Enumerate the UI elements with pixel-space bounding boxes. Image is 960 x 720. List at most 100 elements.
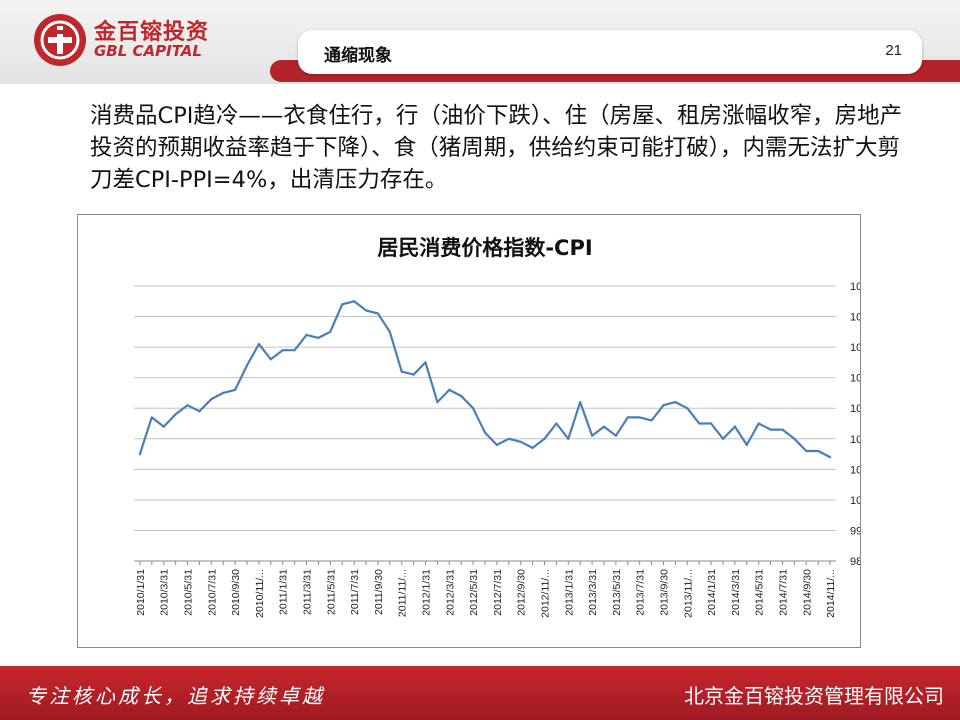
data-point — [400, 370, 403, 373]
x-tick-label: 2011/7/31 — [349, 569, 361, 615]
data-point — [329, 330, 332, 333]
title-pill: 通缩现象 21 — [298, 30, 922, 74]
x-tick-label: 2013/11/... — [682, 569, 694, 618]
data-point — [543, 437, 546, 440]
x-tick-label: 2013/5/31 — [611, 569, 623, 616]
data-point — [174, 413, 177, 416]
data-point — [638, 416, 641, 419]
body-paragraph: 消费品CPI趋冷——衣食住行，行（油价下跌）、住（房屋、租房涨幅收窄，房地产投资… — [90, 103, 903, 193]
data-point — [519, 440, 522, 443]
data-point — [507, 437, 510, 440]
x-tick-label: 2010/9/30 — [230, 569, 242, 616]
data-point — [245, 364, 249, 367]
x-tick-label: 2012/9/30 — [516, 569, 528, 616]
chart-title: 居民消费价格指数-CPI — [377, 236, 592, 260]
data-point — [793, 437, 796, 440]
data-point — [650, 419, 653, 422]
x-tick-label: 2014/7/31 — [777, 569, 789, 616]
data-point — [317, 336, 320, 339]
data-point — [293, 349, 296, 352]
y-tick-label: 98 — [850, 556, 860, 568]
data-point — [662, 404, 665, 407]
x-tick-label: 2010/7/31 — [206, 569, 218, 616]
data-point — [817, 449, 820, 453]
x-tick-label: 2013/3/31 — [587, 569, 599, 616]
data-point — [198, 410, 201, 413]
x-tick-label: 2010/3/31 — [159, 569, 171, 616]
data-point — [579, 401, 582, 404]
cpi-chart: 居民消费价格指数-CPI 98 99 100 101 102 103 104 105 106 107… — [77, 214, 868, 648]
x-tick-label: 2010/11/... — [254, 569, 266, 618]
logo-text-cn: 金百镕投资 — [94, 20, 210, 45]
data-point — [674, 401, 677, 404]
data-point — [829, 456, 832, 459]
data-point — [686, 407, 689, 410]
data-point — [757, 422, 760, 425]
x-tick-label: 2014/5/31 — [754, 569, 766, 616]
x-tick-label: 2014/9/30 — [801, 569, 813, 616]
x-tick-label: 2011/11/... — [397, 569, 409, 617]
y-tick-label: 102 — [850, 434, 860, 446]
y-tick-label: 101 — [850, 464, 860, 476]
data-point — [364, 309, 368, 312]
data-point — [698, 422, 701, 425]
data-point — [626, 416, 629, 419]
chart-svg: 居民消费价格指数-CPI 98 99 100 101 102 103 104 105 106 107… — [134, 236, 868, 618]
data-point — [150, 416, 153, 419]
data-point — [614, 434, 618, 437]
x-tick-label: 2011/3/31 — [302, 569, 314, 615]
data-point — [781, 428, 784, 431]
data-point — [388, 330, 391, 333]
data-point — [460, 394, 463, 398]
footer-slogan: 专注核心成长，追求持续卓越 — [26, 684, 325, 708]
y-tick-label: 107 — [850, 281, 860, 293]
data-point — [769, 428, 772, 431]
data-point — [210, 398, 213, 401]
data-point — [138, 453, 141, 456]
y-tick-label: 99 — [850, 525, 860, 537]
data-point — [222, 391, 225, 394]
data-point — [483, 431, 487, 434]
footer-company-name: 北京金百镕投资管理有限公司 — [684, 684, 944, 708]
data-point — [602, 425, 606, 428]
data-point — [745, 443, 748, 446]
x-tick-label: 2013/1/31 — [563, 569, 575, 616]
x-tick-label: 2011/5/31 — [325, 569, 337, 615]
y-tick-label: 106 — [850, 312, 860, 324]
data-point — [269, 358, 272, 361]
data-point — [805, 449, 808, 453]
data-point — [567, 437, 570, 440]
x-tick-label: 2012/5/31 — [468, 569, 480, 616]
data-point — [305, 333, 308, 336]
data-point — [257, 343, 260, 346]
data-point — [591, 434, 594, 437]
x-tick-label: 2014/1/31 — [706, 569, 718, 616]
x-tick-label: 2012/3/31 — [444, 569, 456, 616]
data-point — [472, 407, 475, 410]
data-point — [721, 437, 725, 440]
x-tick-label: 2010/5/31 — [183, 569, 195, 616]
x-tick-label: 2010/1/31 — [135, 569, 147, 616]
data-point — [353, 300, 356, 303]
x-tick-label: 2012/7/31 — [492, 569, 504, 616]
logo-emblem-icon — [34, 14, 86, 66]
data-point — [162, 425, 165, 428]
data-point — [424, 361, 427, 364]
data-point — [436, 401, 439, 404]
x-tick-label: 2012/1/31 — [421, 569, 433, 616]
data-point — [412, 373, 415, 376]
data-point — [448, 388, 451, 391]
x-tick-label: 2013/9/30 — [658, 569, 670, 616]
company-logo: 金百镕投资 GBL CAPITAL — [32, 12, 222, 68]
y-tick-label: 103 — [850, 403, 860, 415]
x-tick-label: 2013/7/31 — [635, 569, 647, 616]
x-tick-label: 2011/1/31 — [278, 569, 290, 615]
y-tick-label: 104 — [850, 373, 860, 385]
data-point — [376, 312, 379, 315]
data-point — [234, 388, 237, 391]
data-point — [555, 422, 558, 425]
data-point — [531, 446, 534, 449]
data-point — [341, 303, 344, 306]
y-tick-label: 100 — [850, 495, 860, 507]
x-tick-label: 2014/3/31 — [730, 569, 742, 616]
